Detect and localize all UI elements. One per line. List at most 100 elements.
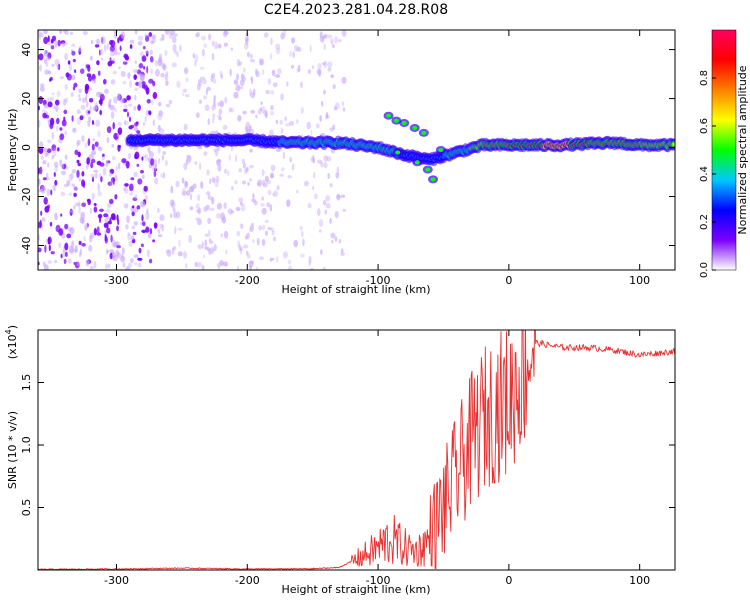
snr-y-axis-label: SNR (10 * v/v) — [6, 411, 19, 489]
spectrogram-noise-cell — [71, 183, 76, 187]
spectrogram-noise-cell — [115, 165, 118, 171]
spectrogram-noise-cell — [269, 258, 272, 263]
colorbar-tick-label: 0.0 — [699, 262, 710, 278]
snr-multiplier: (x104) — [4, 325, 19, 359]
spectrogram-noise-cell — [68, 63, 73, 72]
spectrogram-noise-cell — [103, 213, 109, 218]
spectrogram-noise-cell — [137, 41, 143, 46]
spectrogram-noise-cell — [46, 148, 52, 153]
spectrogram-noise-cell — [42, 160, 47, 165]
spectrogram-noise-cell — [94, 44, 100, 48]
spectrogram-noise-cell — [320, 161, 324, 168]
spectrogram-noise-cell — [151, 36, 156, 44]
spectrogram-noise-cell — [117, 121, 123, 126]
spectrogram-noise-cell — [237, 115, 242, 122]
spectrogram-x-axis-label: Height of straight line (km) — [281, 283, 430, 296]
spectrogram-noise-cell — [264, 219, 269, 223]
spectrogram-noise-cell — [86, 157, 90, 165]
spectrogram-y-tick-label: 20 — [20, 92, 33, 106]
spectrogram-noise-cell — [148, 151, 154, 158]
spectrogram-noise-cell — [158, 53, 162, 60]
spectrogram-noise-cell — [124, 183, 129, 187]
spectrogram-noise-cell — [64, 154, 68, 160]
spectrogram-noise-cell — [87, 120, 91, 124]
spectrogram-noise-cell — [314, 193, 318, 200]
spectrogram-noise-cell — [240, 223, 244, 230]
spectrogram-noise-cell — [238, 61, 243, 66]
spectrogram-noise-cell — [196, 218, 202, 226]
spectrogram-noise-cell — [59, 159, 63, 167]
spectrogram-noise-cell — [43, 58, 47, 64]
spectrogram-noise-cell — [184, 67, 189, 75]
spectrogram-noise-cell — [307, 202, 312, 209]
spectrogram-noise-cell — [73, 261, 76, 265]
spectrogram-noise-cell — [219, 260, 225, 267]
spectrogram-noise-cell — [161, 154, 164, 161]
spectrogram-noise-cell — [297, 64, 301, 72]
spectrogram-noise-cell — [272, 82, 278, 88]
spectrogram-noise-cell — [229, 68, 232, 77]
spectrogram-noise-cell — [145, 194, 149, 201]
spectrogram-noise-cell — [38, 147, 44, 154]
spectrogram-noise-cell — [231, 186, 234, 191]
spectrogram-noise-cell — [239, 79, 245, 87]
spectrogram-noise-cell — [132, 197, 138, 202]
spectrogram-noise-cell — [152, 239, 156, 243]
spectrogram-noise-cell — [109, 39, 114, 46]
spectrogram-noise-cell — [146, 66, 149, 74]
spectrogram-noise-cell — [146, 249, 150, 257]
spectrogram-noise-cell — [334, 36, 338, 44]
spectrogram-noise-cell — [80, 104, 86, 111]
spectrogram-noise-cell — [300, 106, 304, 114]
snr-panel: -300 -200 -100 0 100 0.5 1.0 1.5 Height of str… — [4, 325, 676, 596]
spectrogram-noise-cell — [136, 163, 140, 167]
spectrogram-noise-cell — [250, 76, 254, 81]
spectrogram-noise-cell — [51, 92, 55, 96]
spectrogram-noise-cell — [114, 194, 118, 200]
spectrogram-noise-cell — [89, 232, 95, 239]
spectrogram-noise-cell — [120, 31, 126, 39]
spectrogram-noise-cell — [233, 91, 239, 99]
spectrogram-noise-cell — [94, 172, 98, 179]
spectrogram-noise-cell — [181, 190, 187, 196]
spectrogram-noise-cell — [102, 153, 105, 157]
spectrogram-noise-cell — [54, 161, 59, 168]
spectrogram-noise-cell — [308, 260, 311, 267]
spectrogram-noise-cell — [330, 232, 336, 239]
spectrogram-noise-cell — [170, 201, 176, 209]
spectrogram-x-tick-label: 0 — [505, 274, 512, 287]
spectrogram-noise-cell — [64, 84, 68, 91]
spectrogram-noise-cell — [227, 170, 230, 177]
spectrogram-noise-cell — [144, 33, 147, 38]
spectrogram-noise-cell — [139, 222, 143, 226]
spectrogram-noise-cell — [40, 86, 45, 92]
spectrogram-noise-cell — [113, 50, 118, 56]
spectrogram-noise-cell — [49, 117, 55, 126]
spectrogram-noise-cell — [89, 55, 93, 61]
spectrogram-noise-cell — [51, 144, 57, 152]
spectrogram-noise-cell — [116, 245, 121, 249]
spectrogram-noise-cell — [78, 45, 82, 53]
spectrogram-noise-cell — [269, 110, 274, 116]
spectrogram-noise-cell — [204, 104, 210, 111]
spectrogram-noise-cell — [330, 38, 334, 45]
spectrogram-noise-cell — [334, 236, 338, 242]
spectrogram-noise-cell — [38, 96, 44, 104]
spectrogram-noise-cell — [263, 109, 268, 117]
spectrogram-noise-cell — [44, 69, 50, 75]
spectrogram-noise-cell — [104, 236, 109, 244]
spectrogram-noise-cell — [276, 185, 280, 191]
spectrogram-noise-cell — [51, 35, 57, 42]
spectrogram-noise-cell — [341, 76, 347, 84]
spectrogram-noise-cell — [64, 251, 68, 257]
spectrogram-noise-cell — [79, 217, 85, 224]
spectrogram-noise-cell — [52, 149, 57, 158]
spectrogram-noise-cell — [150, 49, 153, 55]
spectrogram-noise-cell — [149, 56, 154, 63]
spectrogram-noise-cell — [341, 194, 346, 198]
spectrogram-noise-cell — [138, 247, 142, 254]
spectrogram-noise-cell — [54, 259, 57, 264]
spectrogram-noise-cell — [249, 260, 255, 264]
spectrogram-noise-cell — [128, 103, 133, 107]
spectrogram-noise-cell — [255, 266, 259, 270]
